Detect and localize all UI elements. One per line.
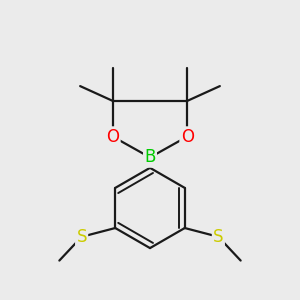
Text: S: S (213, 228, 224, 246)
Text: S: S (76, 228, 87, 246)
Text: O: O (181, 128, 194, 146)
Text: O: O (106, 128, 119, 146)
Text: B: B (144, 148, 156, 166)
